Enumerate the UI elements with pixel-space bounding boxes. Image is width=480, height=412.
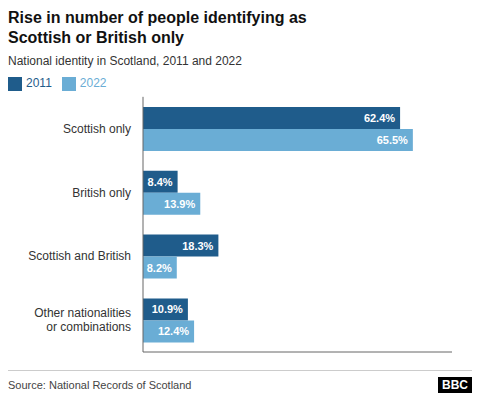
svg-text:18.3%: 18.3% [182, 240, 213, 252]
svg-text:10.9%: 10.9% [152, 303, 183, 315]
html-text:National identity in Scotland,: National identity in Scotland, 2011 and … [8, 54, 242, 68]
svg-text:8.2%: 8.2% [147, 262, 172, 274]
svg-text:Scottish only: Scottish only [63, 122, 131, 136]
html-text:2011: 2011 [26, 76, 52, 90]
svg-text:8.4%: 8.4% [148, 176, 173, 188]
html-text:BBC: BBC [442, 378, 468, 392]
svg-text:12.4%: 12.4% [158, 325, 189, 337]
html-text:2022: 2022 [79, 76, 107, 90]
html-text:Rise in number of people ident: Rise in number of people identifying as … [8, 9, 307, 46]
html-text:Source: National Records of Sc: Source: National Records of Scotland [8, 379, 192, 391]
svg-text:62.4%: 62.4% [364, 112, 395, 124]
svg-text:65.5%: 65.5% [377, 134, 408, 146]
svg-text:Other nationalitiesor combinat: Other nationalitiesor combinations [34, 306, 131, 334]
svg-text:British only: British only [72, 186, 131, 200]
svg-text:13.9%: 13.9% [164, 198, 195, 210]
svg-text:Scottish and British: Scottish and British [28, 249, 131, 263]
